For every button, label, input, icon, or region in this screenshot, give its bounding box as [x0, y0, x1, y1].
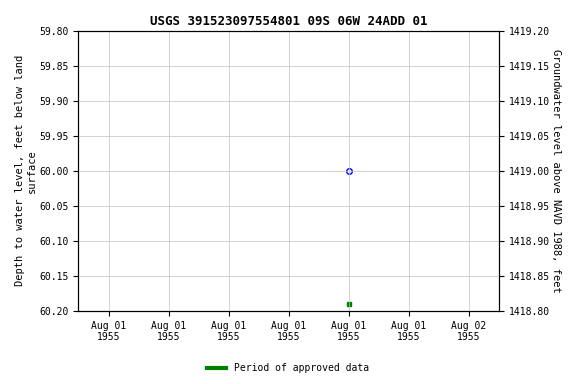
Y-axis label: Depth to water level, feet below land
surface: Depth to water level, feet below land su…	[15, 55, 37, 286]
Title: USGS 391523097554801 09S 06W 24ADD 01: USGS 391523097554801 09S 06W 24ADD 01	[150, 15, 427, 28]
Legend: Period of approved data: Period of approved data	[203, 359, 373, 377]
Y-axis label: Groundwater level above NAVD 1988, feet: Groundwater level above NAVD 1988, feet	[551, 49, 561, 293]
